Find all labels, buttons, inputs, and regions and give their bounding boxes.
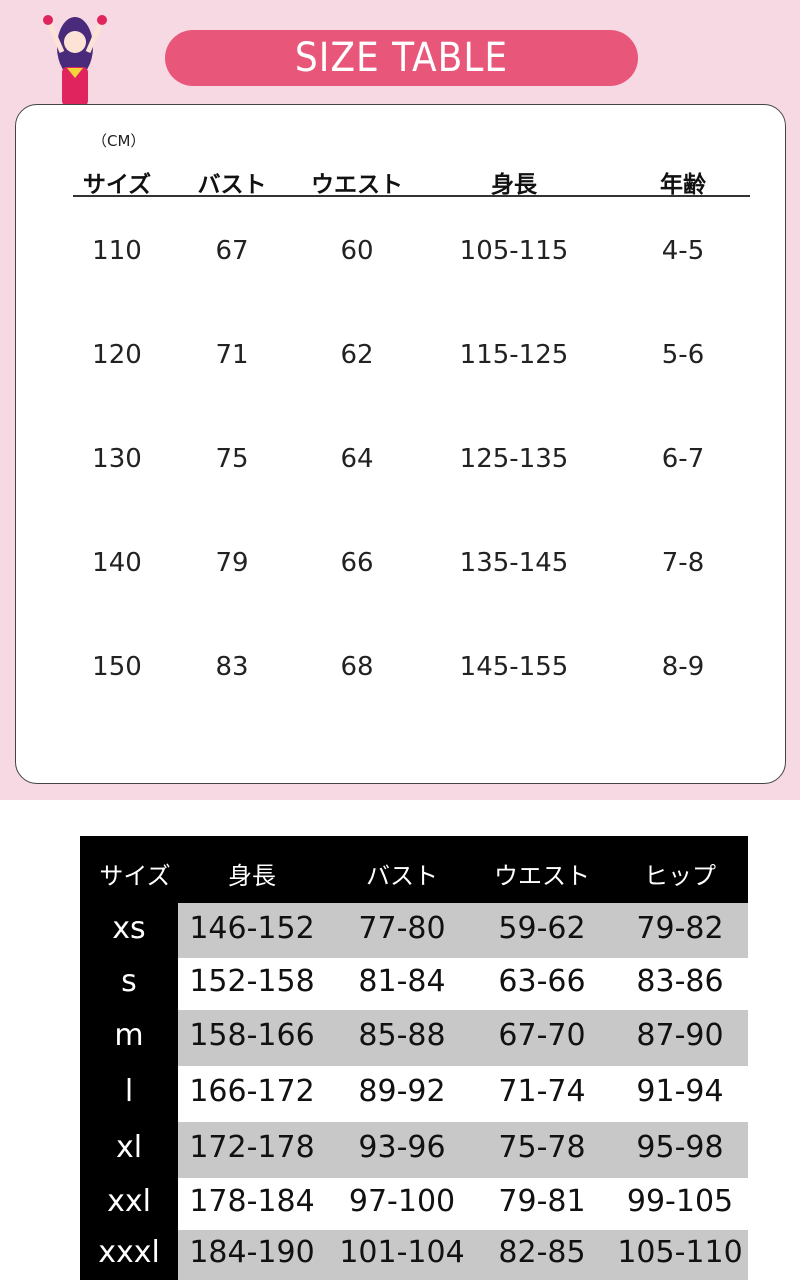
table-cell: 172-178 [189,1130,315,1165]
table-cell: 67-70 [498,1018,586,1053]
table-cell: 115-125 [459,340,569,370]
table-cell: 110 [92,236,142,266]
column-header: 身長 [491,172,537,198]
size-label: s [121,964,137,999]
column-header: サイズ [99,862,171,890]
table-header [80,836,748,903]
adult-size-table: サイズ 身長 バスト ウエスト ヒップ xs 146-152 77-80 59-62 79-82 s… [80,836,748,1280]
table-cell: 79 [215,548,249,578]
table-cell: 152-158 [189,964,315,999]
size-label: xxxl [98,1235,160,1270]
table-cell: 67 [215,236,249,266]
table-cell: 77-80 [358,910,446,946]
table-cell: 140 [92,548,142,578]
table-cell: 63-66 [498,964,586,999]
table-cell: 105-115 [459,236,569,266]
table-cell: 75 [215,444,249,474]
table-cell: 83-86 [636,964,724,999]
table-cell: 79-82 [636,910,724,946]
table-cell: 91-94 [636,1074,724,1109]
table-cell: 64 [340,444,374,474]
size-column [80,836,178,1280]
unit-label: （CM） [92,132,146,150]
table-cell: 93-96 [358,1130,446,1165]
table-cell: 125-135 [459,444,569,474]
column-header: 身長 [228,862,276,890]
size-label: m [114,1018,144,1053]
column-header: バスト [366,862,438,890]
column-header: 年齢 [660,172,706,198]
size-table-title: SIZE TABLE [165,30,638,86]
table-cell: 6-7 [661,444,705,474]
character-illustration [43,15,107,106]
table-cell: 166-172 [189,1074,315,1109]
column-header: バスト [197,172,267,198]
table-cell: 82-85 [498,1235,586,1270]
kids-size-card [15,104,786,784]
table-cell: 68 [340,652,374,682]
table-cell: 62 [340,340,374,370]
table-cell: 85-88 [358,1018,446,1053]
table-cell: 75-78 [498,1130,586,1165]
table-cell: 81-84 [358,964,446,999]
table-cell: 178-184 [189,1184,315,1219]
table-row [178,1122,748,1178]
table-cell: 7-8 [661,548,705,578]
table-cell: 145-155 [459,652,569,682]
table-cell: 71 [215,340,249,370]
table-cell: 5-6 [661,340,705,370]
table-cell: 158-166 [189,1018,315,1053]
table-cell: 120 [92,340,142,370]
table-cell: 130 [92,444,142,474]
table-cell: 83 [215,652,249,682]
table-row [178,903,748,958]
size-label: l [124,1074,134,1109]
table-cell: 184-190 [189,1235,315,1270]
table-cell: 99-105 [626,1184,734,1219]
table-cell: 87-90 [636,1018,724,1053]
table-row [178,958,748,1010]
table-cell: 105-110 [617,1235,743,1270]
table-cell: 97-100 [348,1184,456,1219]
table-cell: 59-62 [498,910,586,946]
table-row [178,1178,748,1230]
column-header: ウエスト [311,172,403,198]
table-row [178,1230,748,1280]
table-cell: 135-145 [459,548,569,578]
table-cell: 4-5 [661,236,705,266]
table-cell: 79-81 [498,1184,586,1219]
size-label: xl [115,1130,143,1165]
size-label: xs [112,910,146,946]
table-cell: 95-98 [636,1130,724,1165]
table-row [178,1066,748,1122]
table-cell: 89-92 [358,1074,446,1109]
column-header: ウエスト [494,862,590,890]
table-row [178,1010,748,1066]
table-cell: 101-104 [339,1235,465,1270]
column-header: サイズ [82,172,152,198]
table-cell: 146-152 [189,910,315,946]
table-cell: 60 [340,236,374,266]
size-label: xxl [107,1184,151,1219]
table-cell: 66 [340,548,374,578]
header-divider [73,195,750,197]
table-cell: 8-9 [661,652,705,682]
table-cell: 150 [92,652,142,682]
table-cell: 71-74 [498,1074,586,1109]
column-header: ヒップ [644,862,716,890]
